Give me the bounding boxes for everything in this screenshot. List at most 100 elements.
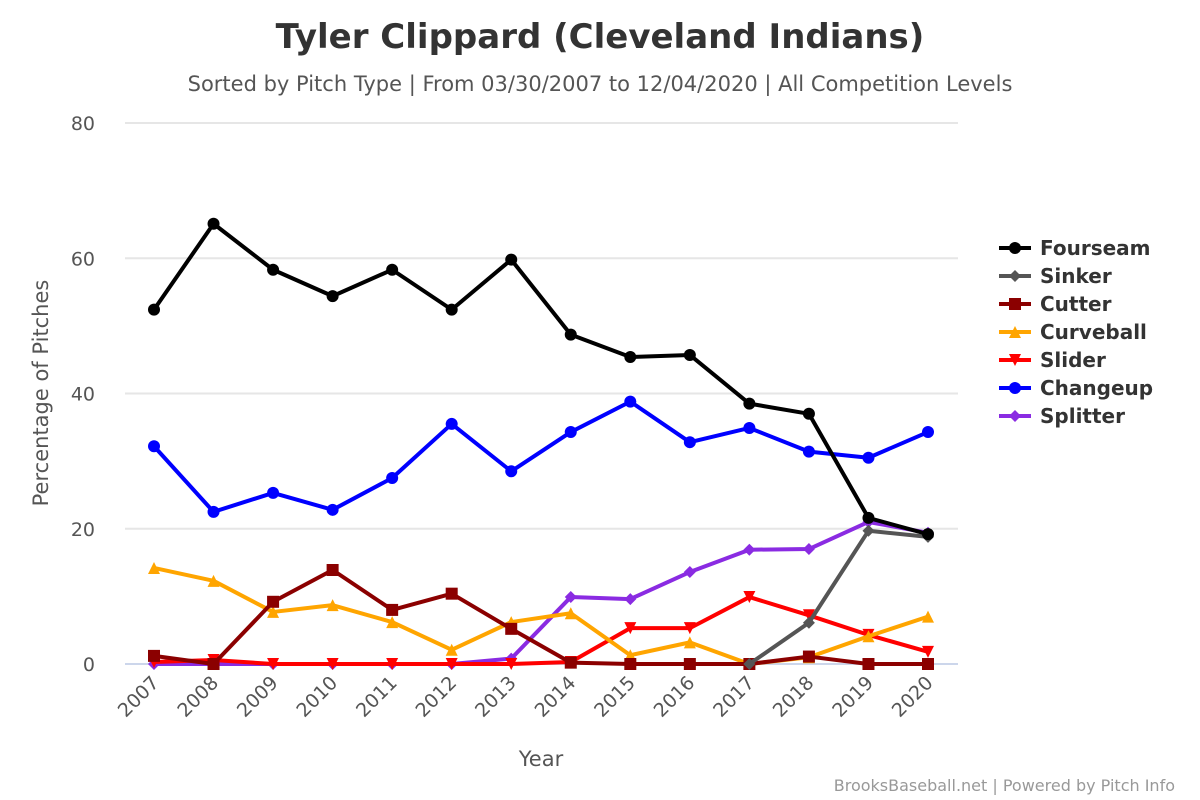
data-point[interactable]	[148, 440, 160, 453]
data-point[interactable]	[564, 656, 577, 669]
data-point[interactable]	[683, 566, 696, 579]
y-tick-label: 60	[71, 248, 95, 270]
x-tick-label: 2018	[769, 672, 819, 722]
x-tick-label: 2010	[292, 672, 342, 722]
series-line	[152, 221, 929, 537]
data-point[interactable]	[207, 574, 220, 587]
data-point[interactable]	[445, 658, 458, 670]
data-point[interactable]	[624, 593, 637, 606]
data-point[interactable]	[445, 643, 458, 656]
data-point[interactable]	[326, 599, 339, 612]
data-point[interactable]	[564, 426, 577, 439]
series-sinker	[743, 524, 934, 670]
data-point[interactable]	[624, 395, 637, 408]
data-point[interactable]	[802, 650, 815, 663]
legend-item-slider[interactable]: Slider	[999, 348, 1106, 372]
data-point[interactable]	[267, 263, 280, 276]
data-point[interactable]	[922, 658, 934, 670]
data-point[interactable]	[624, 622, 637, 635]
data-point[interactable]	[743, 421, 756, 434]
data-point[interactable]	[386, 263, 399, 276]
data-point[interactable]	[148, 561, 160, 574]
data-point[interactable]	[683, 636, 696, 649]
data-point[interactable]	[862, 658, 875, 670]
data-point[interactable]	[386, 658, 399, 670]
legend-item-fourseam[interactable]: Fourseam	[999, 236, 1151, 260]
data-point[interactable]	[564, 591, 577, 604]
legend-symbol	[1009, 298, 1021, 310]
legend-item-splitter[interactable]: Splitter	[999, 404, 1125, 428]
data-point[interactable]	[743, 397, 756, 410]
data-point[interactable]	[683, 622, 696, 635]
series-changeup	[148, 395, 934, 518]
data-point[interactable]	[802, 407, 815, 420]
data-point[interactable]	[207, 505, 220, 518]
data-point[interactable]	[267, 595, 280, 608]
data-point[interactable]	[445, 417, 458, 430]
data-point[interactable]	[207, 658, 220, 670]
data-point[interactable]	[802, 445, 815, 458]
data-point[interactable]	[624, 350, 637, 363]
series-line	[152, 399, 929, 514]
series-line	[748, 528, 929, 666]
data-point[interactable]	[267, 605, 280, 618]
data-point[interactable]	[267, 658, 280, 670]
legend-symbol	[1009, 242, 1021, 254]
data-point[interactable]	[267, 486, 280, 499]
legend-item-changeup[interactable]: Changeup	[999, 376, 1153, 400]
data-point[interactable]	[802, 609, 815, 622]
data-point[interactable]	[148, 303, 160, 316]
legend-item-cutter[interactable]: Cutter	[999, 292, 1112, 316]
data-point[interactable]	[862, 511, 875, 524]
data-point[interactable]	[326, 290, 339, 303]
legend-item-curveball[interactable]: Curveball	[999, 320, 1147, 344]
x-tick-label: 2009	[233, 672, 283, 722]
data-point[interactable]	[862, 451, 875, 464]
series-line	[153, 595, 929, 666]
data-point[interactable]	[386, 616, 399, 629]
data-point[interactable]	[445, 587, 458, 600]
series-cutter	[148, 564, 934, 670]
x-tick-label: 2016	[650, 672, 700, 722]
data-point[interactable]	[743, 591, 756, 604]
x-tick-label: 2008	[173, 672, 223, 722]
data-point[interactable]	[862, 630, 875, 643]
legend-symbol	[1009, 326, 1021, 338]
credits[interactable]: BrooksBaseball.net | Powered by Pitch In…	[834, 776, 1175, 795]
data-point[interactable]	[922, 645, 934, 658]
data-point[interactable]	[802, 616, 815, 629]
data-point[interactable]	[386, 472, 399, 485]
data-point[interactable]	[922, 610, 934, 623]
data-point[interactable]	[683, 436, 696, 449]
chart-subtitle: Sorted by Pitch Type | From 03/30/2007 t…	[188, 72, 1013, 97]
legend-symbol	[1009, 354, 1021, 366]
data-point[interactable]	[564, 607, 577, 620]
data-point[interactable]	[445, 303, 458, 316]
data-point[interactable]	[802, 543, 815, 556]
data-point[interactable]	[862, 524, 875, 537]
data-point[interactable]	[624, 658, 637, 670]
data-point[interactable]	[207, 217, 220, 230]
x-tick-label: 2012	[411, 672, 461, 722]
legend-symbol	[1009, 270, 1021, 282]
data-point[interactable]	[148, 649, 160, 662]
data-point[interactable]	[505, 465, 518, 478]
data-point[interactable]	[743, 543, 756, 556]
y-tick-label: 40	[71, 384, 95, 406]
data-point[interactable]	[743, 658, 756, 670]
data-point[interactable]	[505, 658, 518, 670]
data-point[interactable]	[326, 658, 339, 670]
data-point[interactable]	[922, 426, 934, 439]
data-point[interactable]	[683, 658, 696, 670]
x-axis-title: Year	[518, 747, 564, 771]
data-point[interactable]	[683, 348, 696, 361]
data-point[interactable]	[505, 253, 518, 266]
data-point[interactable]	[326, 503, 339, 516]
data-point[interactable]	[564, 328, 577, 341]
data-point[interactable]	[386, 603, 399, 616]
x-tick-label: 2019	[828, 672, 878, 722]
data-point[interactable]	[505, 622, 518, 635]
data-point[interactable]	[922, 528, 934, 541]
data-point[interactable]	[326, 564, 339, 577]
legend-item-sinker[interactable]: Sinker	[999, 264, 1112, 288]
